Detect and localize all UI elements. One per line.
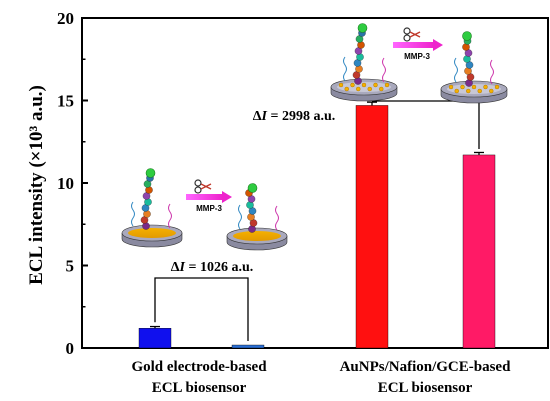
electrode-disc <box>226 227 288 251</box>
reaction-arrow <box>186 191 232 203</box>
electrode-disc <box>121 224 183 248</box>
illustrations: MMP-3 MMP-3 <box>121 23 508 251</box>
bar <box>355 105 389 349</box>
peptide-chain <box>462 31 475 87</box>
electrode-disc <box>330 78 398 102</box>
enzyme-label: MMP-3 <box>404 52 430 61</box>
linker-strand <box>382 57 386 83</box>
linker-strand <box>131 201 135 227</box>
electrode-disc <box>440 80 508 104</box>
scissors-icon <box>403 27 421 42</box>
delta-label: ΔI = 1026 a.u. <box>171 260 254 275</box>
peptide-chain <box>140 168 156 230</box>
linker-strand <box>454 57 458 83</box>
y-tick-label: 15 <box>57 92 74 111</box>
ecl-tag <box>357 23 368 33</box>
nanoparticle-dots <box>448 84 500 94</box>
ecl-tag <box>462 31 472 41</box>
axes: 0 5 10 15 20 Gold electrode-based ECL biosenso… <box>57 9 549 396</box>
y-axis-title: ECL intensity (×10³ a.u.) <box>26 85 47 285</box>
reaction-arrow <box>393 39 443 51</box>
category-label: AuNPs/Nafion/GCE-based <box>340 359 512 375</box>
linker-strand <box>343 56 347 82</box>
category-label: Gold electrode-based <box>131 359 267 375</box>
bar <box>138 328 172 349</box>
bar <box>462 154 496 349</box>
category-label: ECL biosensor <box>378 380 473 396</box>
peptide-chain <box>245 183 258 233</box>
enzyme-label: MMP-3 <box>196 204 222 213</box>
ecl-tag <box>145 168 156 178</box>
linker-strand <box>238 204 242 230</box>
linker-strand <box>275 205 279 231</box>
category-label: ECL biosensor <box>152 380 247 396</box>
bar <box>231 344 265 349</box>
annotations: ΔI = 1026 a.u. ΔI = 2998 a.u. <box>154 100 480 342</box>
linker-strand <box>168 203 172 229</box>
y-tick-label: 10 <box>57 174 74 193</box>
bars <box>138 101 496 349</box>
delta-label: ΔI = 2998 a.u. <box>253 109 336 124</box>
delta-bracket <box>154 277 249 342</box>
y-tick-label: 0 <box>66 339 75 358</box>
ecl-tag <box>247 183 258 193</box>
y-tick-label: 20 <box>57 9 74 28</box>
peptide-chain <box>352 23 368 85</box>
y-tick-label: 5 <box>66 257 75 276</box>
nanoparticle-dots <box>338 82 390 92</box>
scissors-icon <box>194 179 212 194</box>
linker-strand <box>490 59 494 85</box>
